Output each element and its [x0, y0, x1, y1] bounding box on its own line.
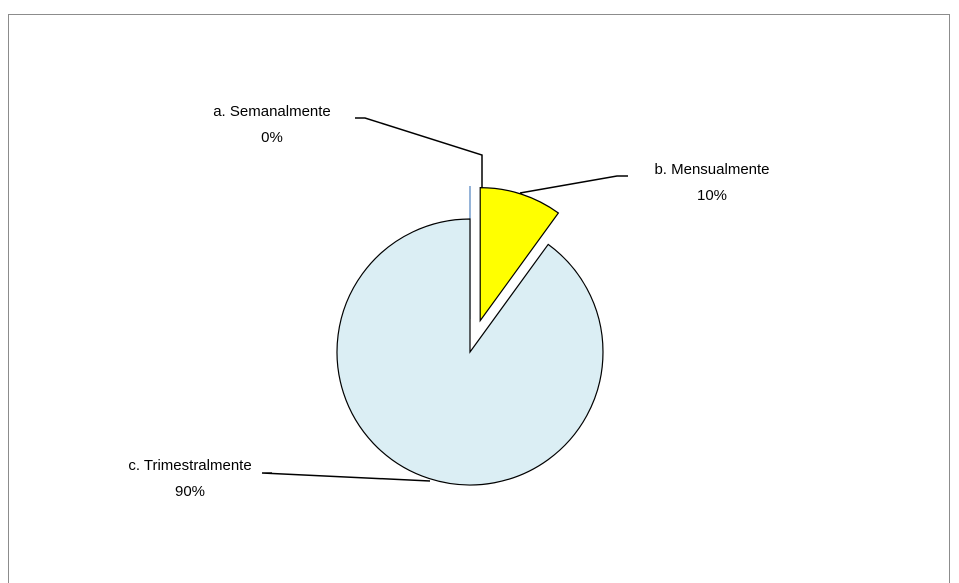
- data-label-name: b. Mensualmente: [654, 161, 769, 178]
- data-label-value: 10%: [697, 187, 727, 204]
- data-label-value: 90%: [175, 483, 205, 500]
- pie-slice: [336, 218, 604, 486]
- leader-line: [261, 472, 431, 482]
- data-label-name: c. Trimestralmente: [128, 457, 251, 474]
- leader-line: [519, 175, 628, 194]
- chart-border: [8, 14, 950, 583]
- data-label-name: a. Semanalmente: [213, 103, 331, 120]
- leader-line: [355, 117, 483, 188]
- data-label-value: 0%: [261, 129, 283, 146]
